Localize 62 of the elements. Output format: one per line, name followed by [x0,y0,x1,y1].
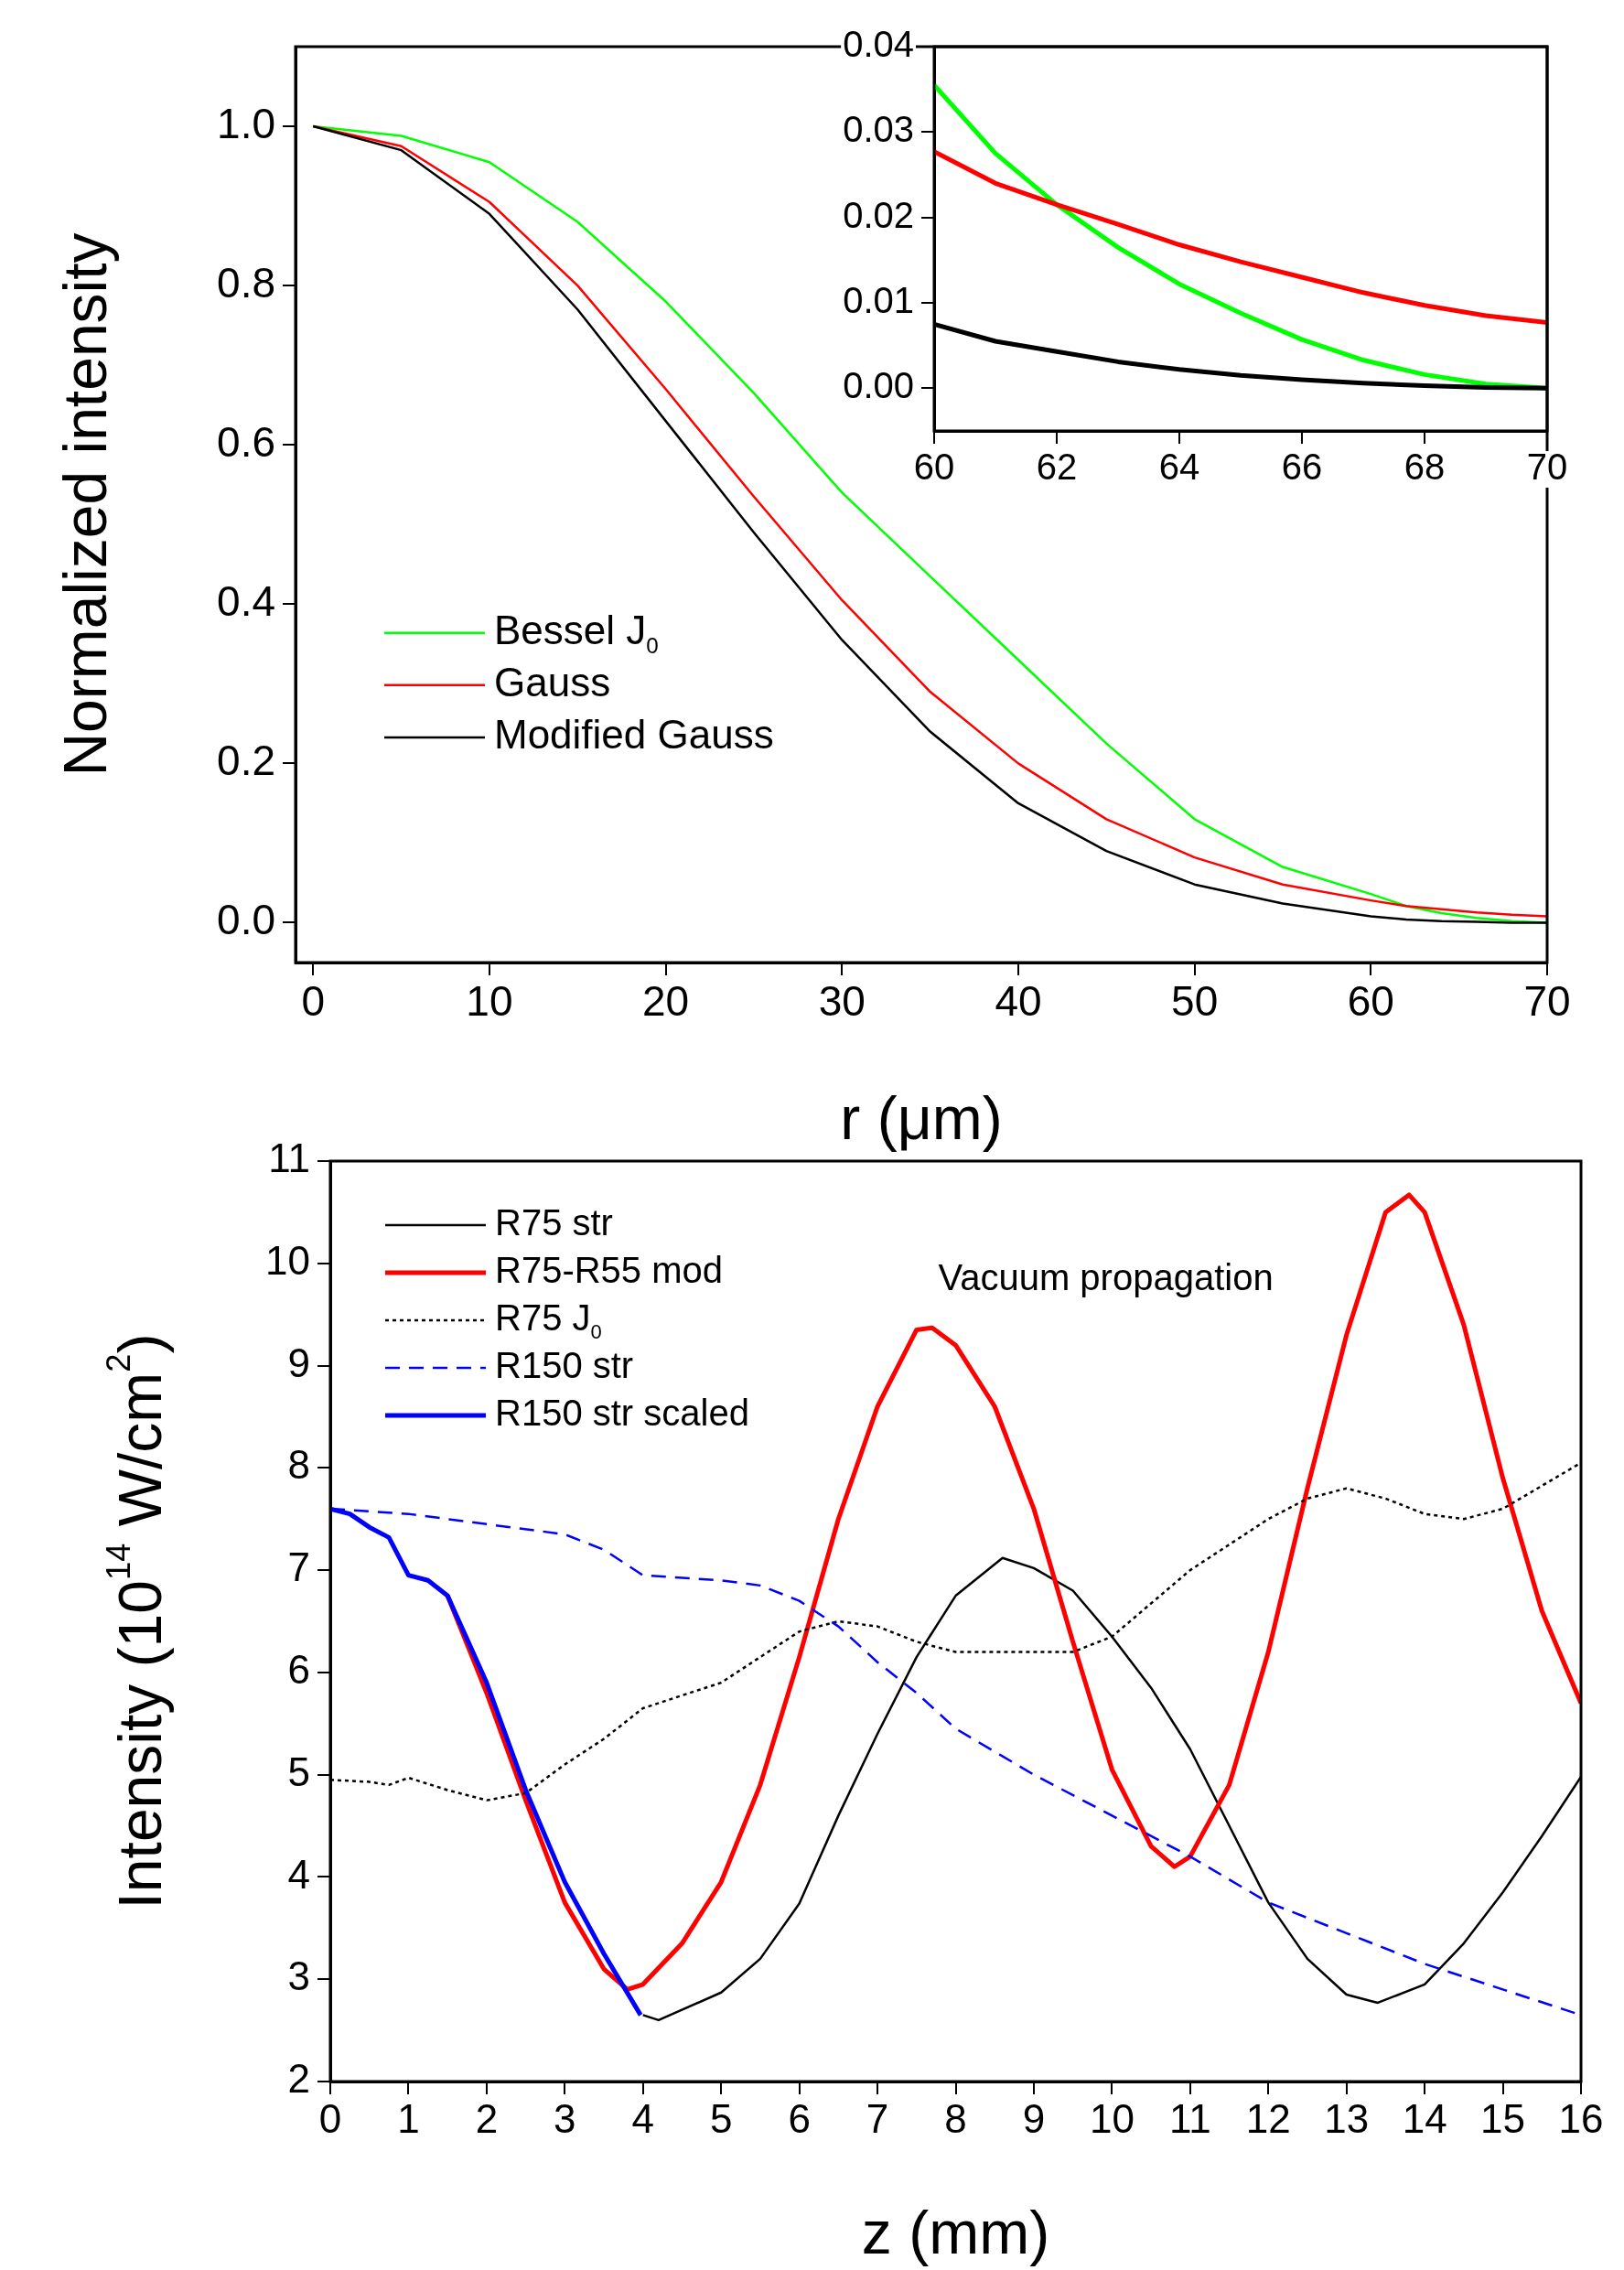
x-tick-label: 0 [301,976,326,1025]
x-tick-label: 66 [1281,446,1323,488]
y-axis-title: Normalized intensity [51,232,120,777]
x-tick-label: 10 [466,976,513,1025]
x-tick-label: 8 [944,2096,967,2142]
x-tick-label: 60 [1347,976,1394,1025]
x-tick-label: 50 [1171,976,1219,1025]
x-tick-label: 2 [475,2096,499,2142]
legend-label: R75-R55 mod [495,1250,724,1291]
x-tick-label: 14 [1402,2096,1447,2142]
x-axis-title: z (mm) [861,2199,1050,2267]
x-tick-label: 30 [818,976,866,1025]
x-tick-label: 4 [631,2096,654,2142]
y-tick-label: 0.03 [843,109,914,150]
x-tick-label: 64 [1158,446,1200,488]
x-tick-label: 11 [1168,2096,1211,2142]
legend-label: R150 str scaled [495,1393,749,1434]
y-tick-label: 1.0 [217,99,275,147]
x-tick-label: 1 [397,2096,420,2142]
legend-label: Gauss [494,659,611,705]
y-tick-label: 4 [287,1851,311,1897]
x-tick-label: 62 [1036,446,1078,488]
y-tick-label: 2 [287,2056,311,2102]
x-tick-label: 70 [1523,976,1571,1025]
x-tick-label: 16 [1558,2096,1604,2142]
legend-label: Modified Gauss [494,712,774,758]
y-tick-label: 9 [287,1339,311,1385]
x-tick-label: 9 [1022,2096,1046,2142]
legend-label: R75 str [495,1202,613,1243]
y-tick-label: 0.00 [843,365,914,406]
x-tick-label: 6 [788,2096,811,2142]
y-tick-label: 11 [268,1135,311,1181]
y-tick-label: 0.4 [217,576,275,625]
x-tick-label: 10 [1089,2096,1135,2142]
y-tick-label: 7 [287,1544,311,1590]
y-tick-label: 0.04 [843,24,914,65]
x-tick-label: 60 [913,446,955,488]
y-tick-label: 3 [287,1953,311,1999]
y-tick-label: 0.2 [217,737,275,785]
x-tick-label: 70 [1526,446,1568,488]
y-tick-label: 0.8 [217,258,275,307]
x-tick-label: 13 [1324,2096,1370,2142]
y-tick-label: 0.01 [843,280,914,321]
y-tick-label: 0.6 [217,417,275,466]
x-tick-label: 20 [642,976,690,1025]
y-tick-label: 8 [287,1442,311,1488]
y-tick-label: 0.0 [217,896,275,944]
x-tick-label: 40 [995,976,1042,1025]
x-tick-label: 5 [709,2096,733,2142]
y-tick-label: 10 [265,1237,311,1283]
y-tick-label: 0.02 [843,194,914,235]
y-axis-title: Intensity (1014 W/cm2) [99,1333,175,1910]
x-axis-title: r (μm) [840,1084,1003,1153]
x-tick-label: 68 [1404,446,1446,488]
y-tick-label: 5 [287,1748,311,1794]
annotation: Vacuum propagation [938,1257,1274,1298]
y-tick-label: 6 [287,1647,311,1693]
x-tick-label: 12 [1245,2096,1291,2142]
x-tick-label: 3 [554,2096,576,2142]
legend-label: R150 str [495,1345,634,1386]
x-tick-label: 0 [318,2096,342,2142]
x-tick-label: 15 [1480,2096,1526,2142]
